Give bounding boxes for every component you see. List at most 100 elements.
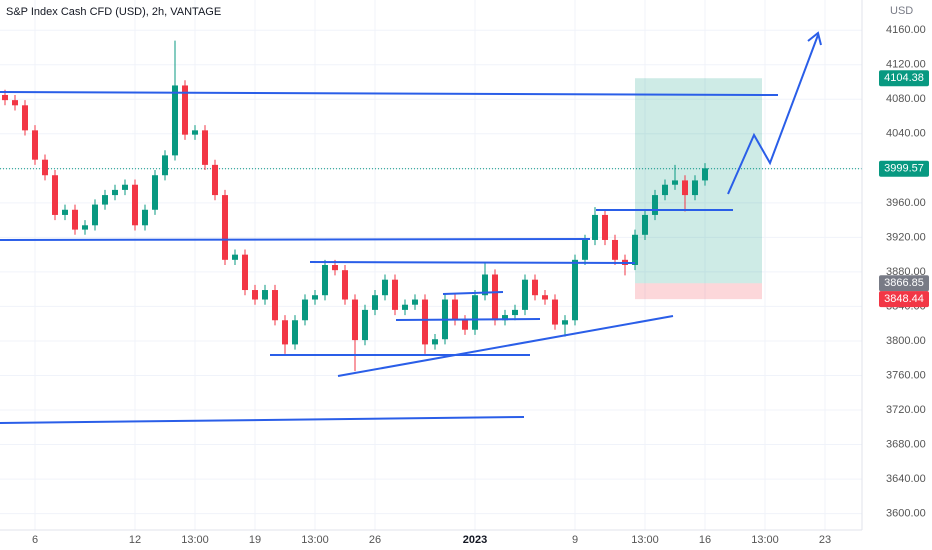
candle-body [412,299,418,305]
candle-body [502,315,508,321]
candle-body [132,184,138,226]
axes: 3600.00 3640.00 3680.00 3720.00 3760.00 3800.… [32,24,929,546]
y-tick-label: 3920.00 [886,231,926,243]
candle-body [462,320,468,330]
candle-body [542,295,548,300]
trend-line [442,291,504,295]
grid [0,0,862,530]
y-tick-label: 3800.00 [886,335,926,347]
candle-body [692,180,698,196]
price-tag [879,160,929,177]
candle-body [22,105,28,131]
price-tag [879,275,929,292]
candle-body [212,164,218,196]
candle-body [252,290,258,300]
candle-body [152,175,158,210]
trend-line [309,261,636,264]
candle-body [12,100,18,106]
projection-arrow [727,34,819,195]
candle-body [522,279,528,310]
candle-body [92,204,98,226]
candle-body [192,130,198,135]
candle-body [302,299,308,321]
x-tick-label: 13:00 [751,534,779,546]
candle-body [202,130,208,165]
candle-body [382,279,388,296]
candle-body [682,180,688,196]
candle-body [42,159,48,176]
x-tick-label: 26 [369,534,381,546]
candle-body [592,214,598,240]
drawings [0,31,822,424]
candle-body [562,320,568,325]
x-tick-label: 13:00 [631,534,659,546]
candle-body [422,299,428,345]
trend-line [0,91,779,96]
candle-body [292,320,298,345]
candle-body [392,279,398,310]
candle-body [372,295,378,310]
candle-body [32,130,38,160]
candle-body [312,295,318,300]
candle-body [482,274,488,296]
candle-body [702,168,708,181]
candle-body [472,295,478,330]
trend-line [337,315,674,377]
candle-body [172,85,178,156]
candle-body [572,259,578,321]
price-tag-label: 3866.85 [884,277,924,289]
candle-body [432,339,438,345]
x-tick-label: 13:00 [181,534,209,546]
y-axis-label: USD [890,5,913,17]
candle-body [552,299,558,325]
candle-body [82,225,88,230]
candle-body [452,299,458,321]
candle-body [102,195,108,205]
candles [2,40,708,372]
candle-body [532,279,538,296]
y-tick-label: 4120.00 [886,59,926,71]
candle-body [122,184,128,190]
x-tick-label: 16 [699,534,711,546]
candle-body [672,180,678,185]
candle-body [652,195,658,215]
candle-body [352,299,358,341]
stop-zone [635,283,762,300]
candle-body [602,214,608,240]
y-tick-label: 3720.00 [886,404,926,416]
candle-body [322,265,328,296]
candle-body [2,94,8,101]
y-tick-label: 4080.00 [886,93,926,105]
candle-body [52,175,58,215]
y-tick-label: 3960.00 [886,197,926,209]
y-tick-label: 3680.00 [886,438,926,450]
candle-body [612,239,618,260]
candle-body [162,155,168,176]
y-tick-label: 4160.00 [886,24,926,36]
x-tick-label: 9 [572,534,578,546]
candle-body [642,214,648,235]
chart-title: S&P Index Cash CFD (USD), 2h, VANTAGE [6,6,221,18]
x-tick-label: 19 [249,534,261,546]
x-tick-label: 6 [32,534,38,546]
candle-body [362,309,368,341]
candle-body [582,239,588,260]
x-tick-label: 2023 [463,534,487,546]
candle-body [282,320,288,345]
price-tag-label: 4104.38 [884,72,924,84]
candle-body [402,304,408,310]
x-tick-label: 12 [129,534,141,546]
candle-body [182,85,188,135]
trend-line [0,416,525,424]
y-tick-label: 3880.00 [886,266,926,278]
x-tick-label: 23 [819,534,831,546]
candle-body [662,184,668,196]
candle-body [262,290,268,300]
target-zone [635,78,762,284]
candle-body [222,195,228,260]
y-tick-label: 3760.00 [886,369,926,381]
y-tick-label: 3600.00 [886,508,926,520]
price-tag [879,291,929,308]
candle-body [332,265,338,271]
